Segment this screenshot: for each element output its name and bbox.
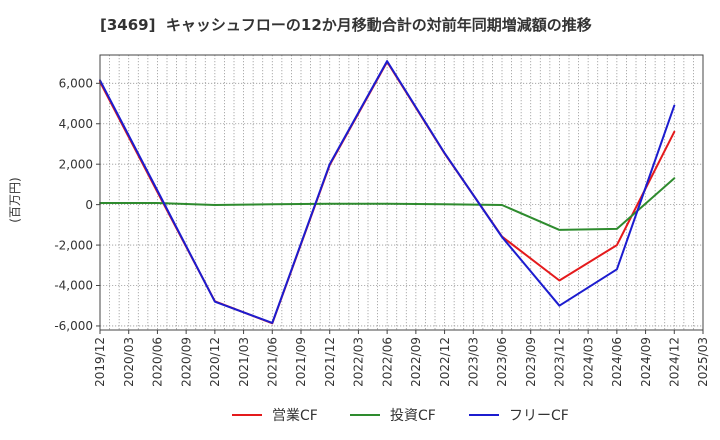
series-group	[99, 60, 676, 325]
legend-item-operating-cf: 営業CF	[232, 408, 318, 424]
legend-label-free-cf: フリーCF	[509, 408, 569, 424]
x-tick-label: 2023/12	[553, 337, 567, 387]
legend-label-investing-cf: 投資CF	[390, 408, 436, 424]
grid	[99, 55, 704, 330]
y-tick-label: 6,000	[59, 77, 93, 91]
legend-label-operating-cf: 営業CF	[272, 408, 318, 424]
x-tick-label: 2021/12	[323, 337, 337, 387]
x-tick-label: 2021/09	[294, 337, 308, 387]
x-tick-label: 2023/09	[524, 337, 538, 387]
legend-item-free-cf: フリーCF	[469, 408, 569, 424]
x-axis: 2019/12 2020/03 2020/06 2020/09 2020/12 2021/…	[93, 330, 710, 387]
x-tick-label: 2021/06	[265, 337, 279, 387]
x-tick-label: 2024/03	[581, 337, 595, 387]
y-axis-label: (百万円)	[8, 177, 22, 222]
y-tick-label: -2,000	[54, 238, 93, 252]
legend-item-investing-cf: 投資CF	[350, 408, 436, 424]
x-tick-label: 2020/03	[122, 337, 136, 387]
x-tick-label: 2019/12	[93, 337, 107, 387]
x-tick-label: 2020/09	[179, 337, 193, 387]
legend: 営業CF 投資CF フリーCF	[232, 408, 569, 424]
investing-cf-line	[99, 177, 676, 231]
y-tick-label: -4,000	[54, 279, 93, 293]
x-tick-label: 2022/09	[409, 337, 423, 387]
x-tick-label: 2023/06	[495, 337, 509, 387]
y-tick-label: 2,000	[59, 157, 93, 171]
plot-frame	[99, 54, 704, 331]
x-tick-label: 2021/03	[237, 337, 251, 387]
x-tick-label: 2024/12	[667, 337, 681, 387]
y-axis: 6,000 4,000 2,000 0 -2,000 -4,000 -6,000	[54, 77, 100, 333]
x-tick-label: 2022/06	[380, 337, 394, 387]
x-tick-label: 2023/03	[466, 337, 480, 387]
x-tick-label: 2022/12	[438, 337, 452, 387]
x-tick-label: 2024/06	[610, 337, 624, 387]
chart-title: [3469] キャッシュフローの12か月移動合計の対前年同期増減額の推移	[100, 16, 592, 34]
x-tick-label: 2025/03	[696, 337, 710, 387]
y-tick-label: 0	[85, 198, 93, 212]
x-tick-label: 2020/06	[151, 337, 165, 387]
free-cf-line	[99, 60, 676, 324]
y-tick-label: -6,000	[54, 319, 93, 333]
y-tick-label: 4,000	[59, 117, 93, 131]
x-tick-label: 2022/03	[352, 337, 366, 387]
x-tick-label: 2024/09	[639, 337, 653, 387]
x-tick-label: 2020/12	[208, 337, 222, 387]
